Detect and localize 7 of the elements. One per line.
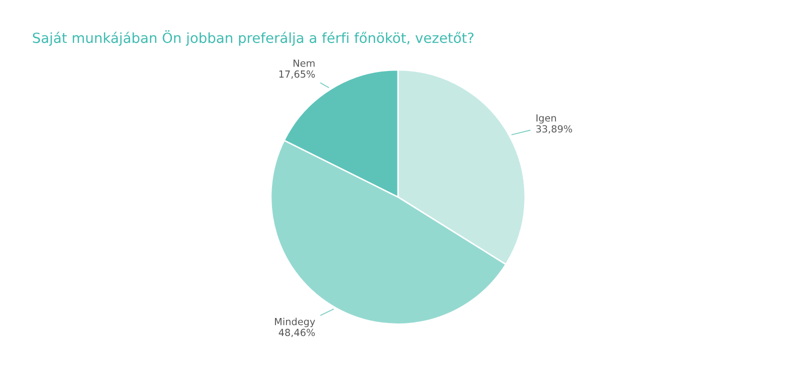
slice-label: Mindegy [274, 318, 316, 328]
data-label: 48,46% [278, 328, 315, 338]
slice-label: Igen [536, 114, 556, 124]
slice-label: Nem [294, 60, 315, 67]
chart-title: Saját munkájában Ön jobban preferálja a férfi főnököt, vezetőt? [32, 30, 474, 46]
data-label: 17,65% [279, 70, 315, 79]
data-label: 33,89% [536, 125, 572, 134]
